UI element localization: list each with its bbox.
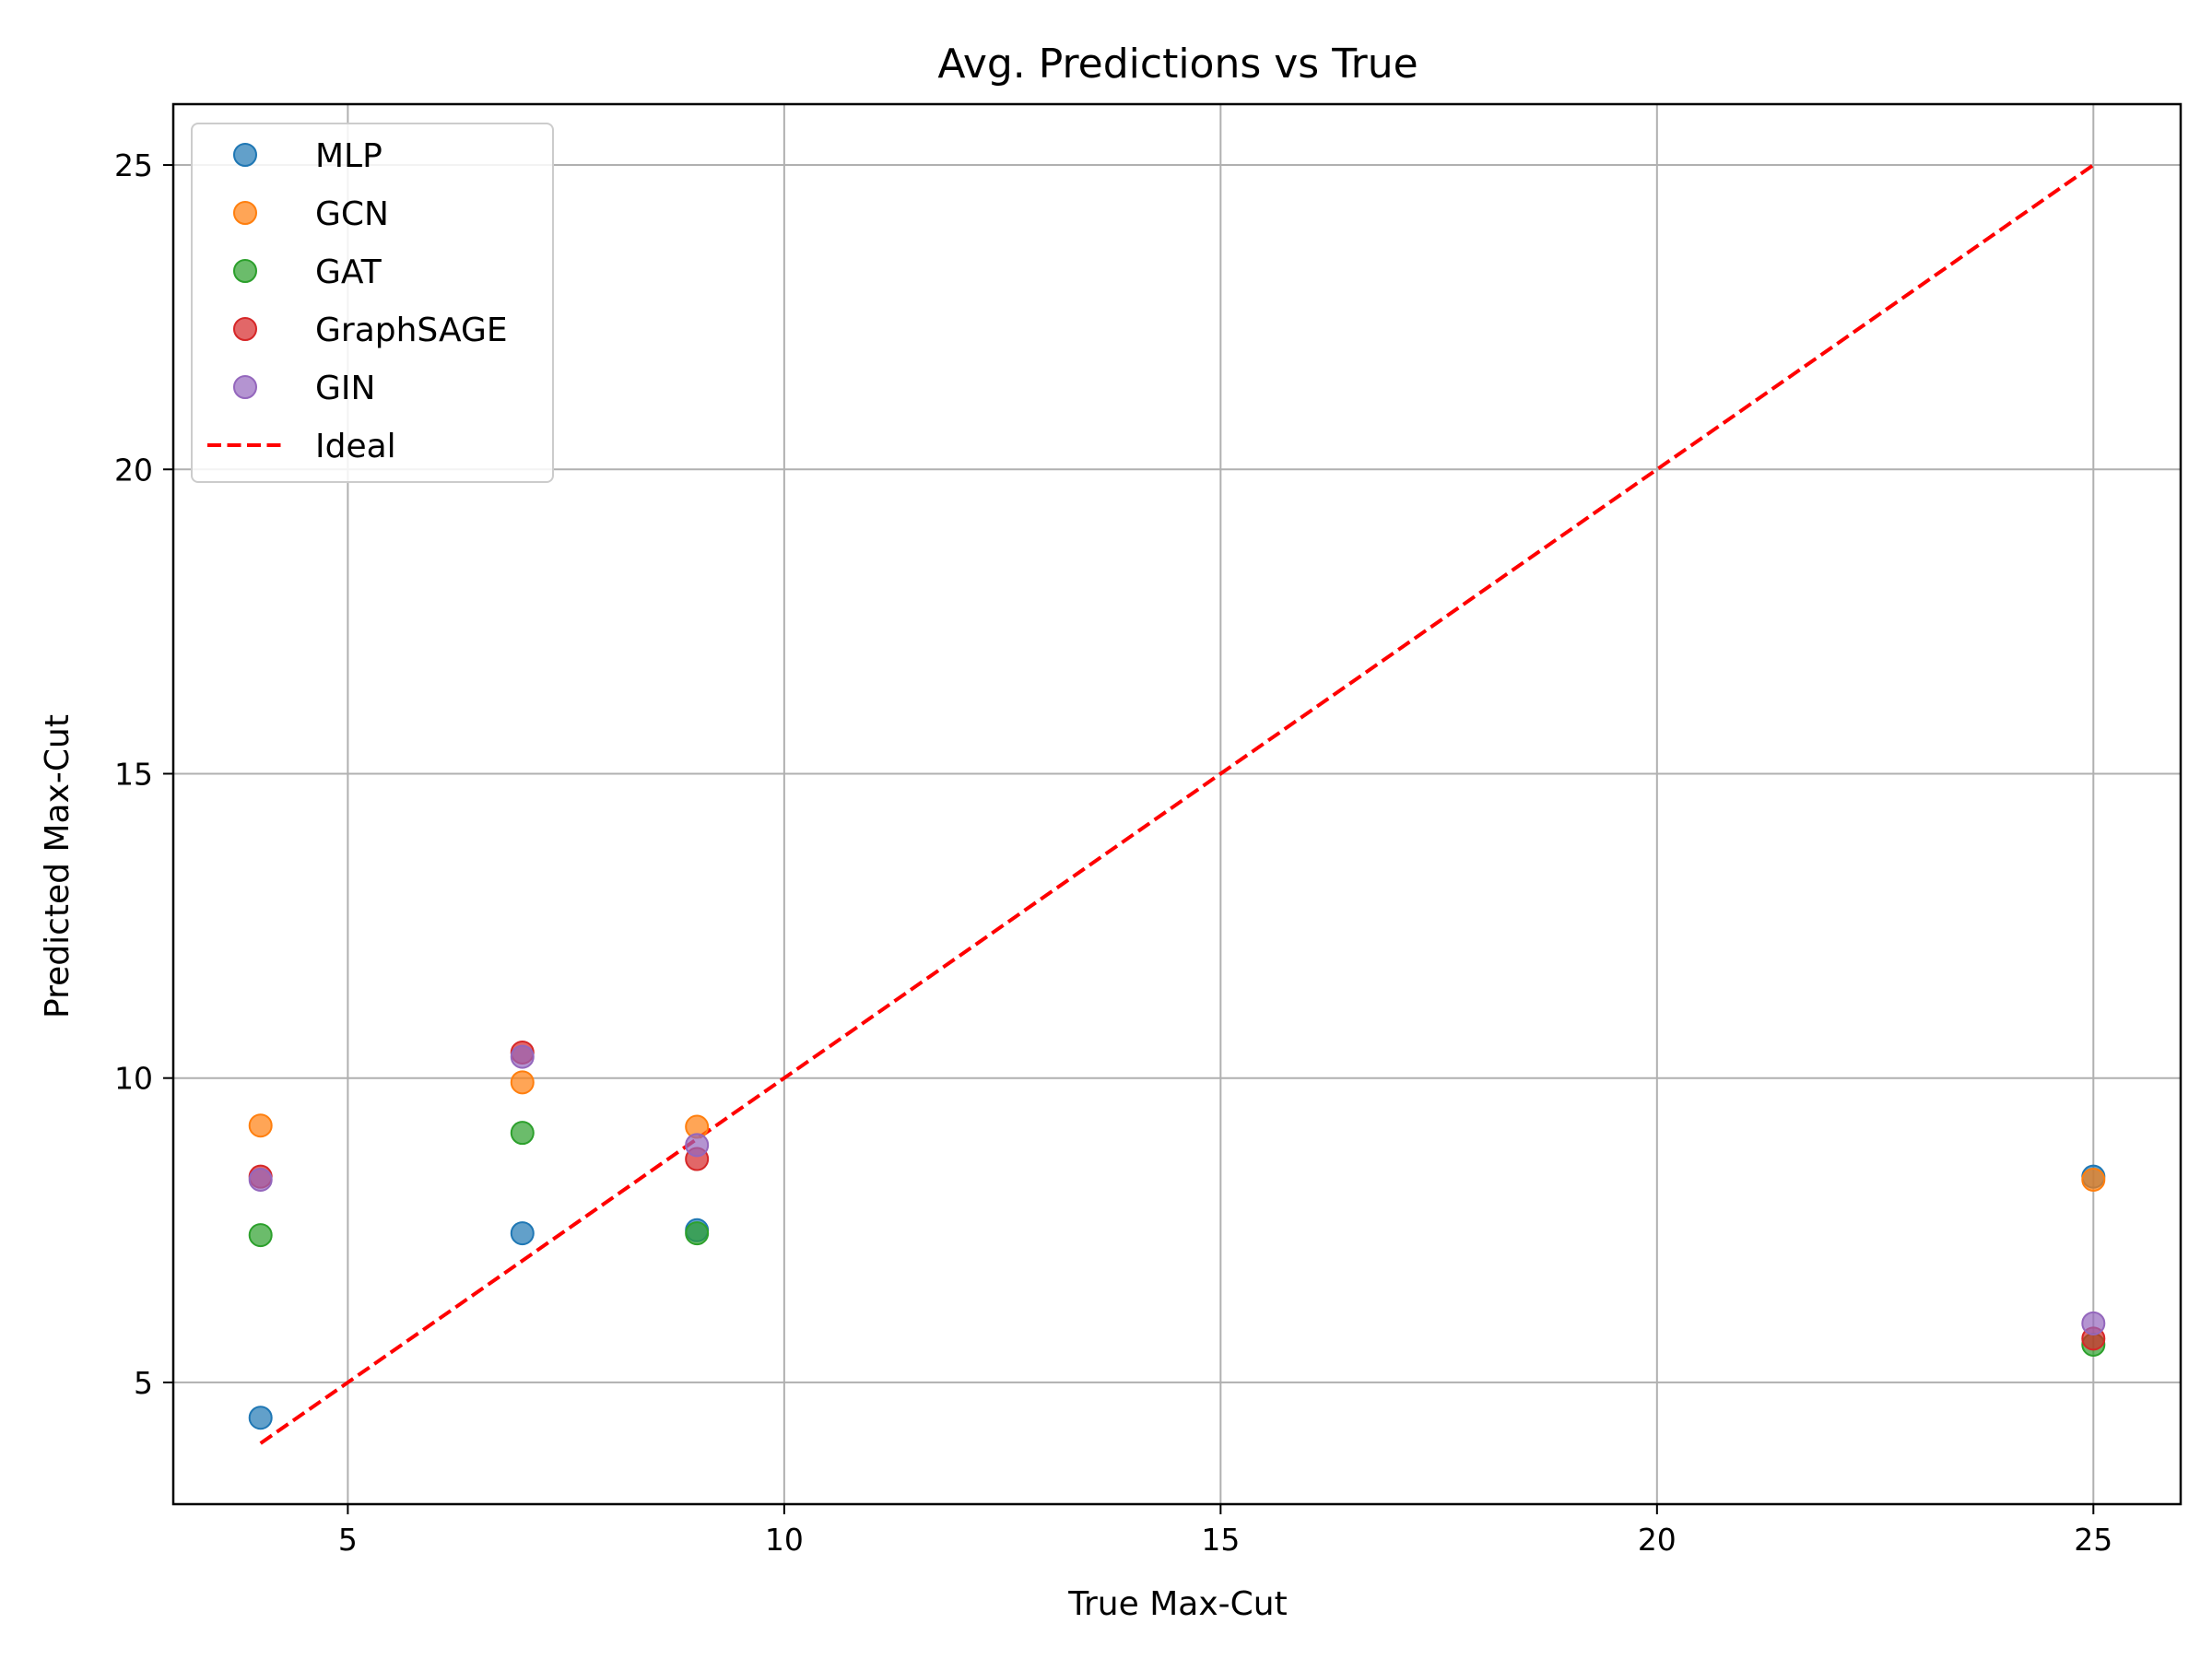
point-gin: [2081, 1311, 2106, 1335]
plot-frame: [171, 102, 2183, 1506]
point-mlp: [510, 1221, 535, 1246]
x-tick-label: 15: [1201, 1522, 1240, 1558]
y-tick-label: 25: [114, 147, 153, 183]
point-gat: [685, 1221, 710, 1246]
legend-label-mlp: MLP: [315, 137, 382, 175]
ideal-line-layer: [259, 163, 2095, 1445]
legend-label-graphsage: GraphSAGE: [315, 312, 508, 349]
x-tick-label: 25: [2074, 1522, 2112, 1558]
scatter-points: [248, 1040, 2106, 1430]
y-tick-label: 10: [114, 1061, 153, 1097]
x-tick-label: 20: [1638, 1522, 1677, 1558]
point-mlp: [248, 1406, 273, 1430]
point-gat: [248, 1223, 273, 1248]
legend-marker-mlp: [233, 143, 257, 167]
point-gcn: [2081, 1167, 2106, 1192]
x-axis-ticks: 5 10 15 20 25: [338, 1504, 2112, 1558]
point-gin: [510, 1044, 535, 1069]
legend-marker-gin: [233, 375, 257, 399]
y-tick-label: 20: [114, 452, 153, 488]
legend-marker-gcn: [233, 201, 257, 225]
point-gin: [685, 1133, 710, 1158]
ideal-line: [259, 163, 2095, 1445]
y-tick-label: 15: [114, 756, 153, 792]
x-tick-label: 5: [338, 1522, 358, 1558]
legend-label-gin: GIN: [315, 370, 375, 407]
legend: MLP GCN GAT GraphSAGE GIN Ideal: [191, 123, 554, 483]
y-axis-ticks: 5 10 15 20 25: [114, 147, 173, 1401]
point-gin: [248, 1167, 273, 1192]
y-axis-label: Predicted Max-Cut: [39, 714, 76, 1018]
legend-box: [191, 123, 554, 483]
x-tick-label: 10: [765, 1522, 804, 1558]
point-gcn: [510, 1070, 535, 1095]
gridlines: [173, 104, 2181, 1504]
chart-title: Avg. Predictions vs True: [937, 41, 1418, 88]
legend-marker-graphsage: [233, 317, 257, 341]
y-tick-label: 5: [134, 1365, 153, 1401]
legend-marker-gat: [233, 259, 257, 283]
point-gat: [510, 1121, 535, 1146]
legend-label-gat: GAT: [315, 253, 382, 291]
x-axis-label: True Max-Cut: [1067, 1585, 1287, 1623]
legend-label-gcn: GCN: [315, 195, 389, 233]
point-gcn: [248, 1113, 273, 1138]
legend-label-ideal: Ideal: [315, 428, 396, 465]
